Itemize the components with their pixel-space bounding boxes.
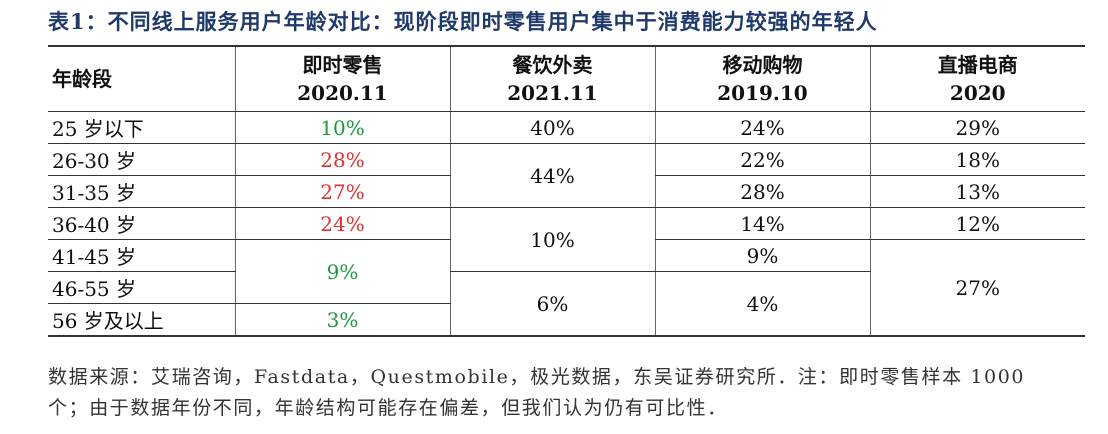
table-title: 表1：不同线上服务用户年龄对比：现阶段即时零售用户集中于消费能力较强的年轻人 bbox=[48, 9, 878, 34]
table-row: 36-40 岁 24% 10% 14% 12% bbox=[48, 207, 1085, 272]
age-group: 26-30 岁 bbox=[48, 143, 235, 176]
value-cell: 10% bbox=[234, 111, 450, 144]
value-cell: 9% bbox=[234, 239, 450, 304]
age-group: 36-40 岁 bbox=[48, 207, 235, 240]
table-row: 46-55 岁 6% 4% bbox=[48, 271, 1085, 337]
header-name: 年龄段 bbox=[52, 67, 112, 91]
header-name: 即时零售 bbox=[302, 53, 383, 77]
value-cell: 27% bbox=[234, 175, 450, 208]
header-name: 直播电商 bbox=[937, 53, 1018, 77]
age-group: 41-45 岁 bbox=[48, 239, 235, 272]
value-cell: 9% bbox=[654, 239, 870, 272]
column-header: 直播电商 2020 bbox=[869, 45, 1085, 112]
header-name: 餐饮外卖 bbox=[512, 53, 593, 77]
value-cell: 44% bbox=[449, 143, 655, 208]
table-row: 25 岁以下 10% 40% 24% 29% bbox=[48, 111, 1085, 144]
value-cell: 27% bbox=[869, 239, 1085, 337]
value-cell: 22% bbox=[654, 143, 870, 176]
table-row: 31-35 岁 27% 28% 13% bbox=[48, 175, 1085, 208]
column-header: 移动购物 2019.10 bbox=[654, 45, 870, 112]
header-date: 2019.10 bbox=[717, 81, 808, 105]
value-cell: 24% bbox=[654, 111, 870, 144]
value-cell: 40% bbox=[449, 111, 655, 144]
footnote: 数据来源：艾瑞咨询，Fastdata，Questmobile，极光数据，东吴证券… bbox=[48, 366, 1026, 419]
value-cell: 28% bbox=[654, 175, 870, 208]
table-body: 25 岁以下 10% 40% 24% 29% 26-30 岁 28% 44% 22% 18% 31-… bbox=[48, 111, 1085, 337]
column-header: 即时零售 2020.11 bbox=[234, 45, 450, 112]
header-date: 2021.11 bbox=[507, 81, 598, 105]
header-name: 移动购物 bbox=[722, 53, 803, 77]
table-row: 56 岁及以上 3% bbox=[48, 303, 1085, 337]
value-cell: 10% bbox=[449, 207, 655, 272]
header-row: 年龄段 即时零售 2020.11 餐饮外卖 2021.11 移动购物 2019.10 直播电商… bbox=[48, 45, 1085, 112]
column-header: 餐饮外卖 2021.11 bbox=[449, 45, 655, 112]
age-group: 25 岁以下 bbox=[48, 111, 235, 144]
value-cell: 29% bbox=[869, 111, 1085, 144]
header-date: 2020 bbox=[949, 81, 1006, 105]
data-table: 年龄段 即时零售 2020.11 餐饮外卖 2021.11 移动购物 2019.10 直播电商… bbox=[48, 45, 1085, 337]
age-group: 56 岁及以上 bbox=[48, 303, 235, 337]
value-cell: 24% bbox=[234, 207, 450, 240]
age-group: 46-55 岁 bbox=[48, 271, 235, 304]
value-cell: 18% bbox=[869, 143, 1085, 176]
column-header: 年龄段 bbox=[48, 45, 235, 112]
header-date: 2020.11 bbox=[297, 81, 388, 105]
table-row: 26-30 岁 28% 44% 22% 18% bbox=[48, 143, 1085, 208]
age-group: 31-35 岁 bbox=[48, 175, 235, 208]
table-row: 41-45 岁 9% 9% 27% bbox=[48, 239, 1085, 337]
value-cell: 4% bbox=[654, 271, 870, 337]
value-cell: 6% bbox=[449, 271, 655, 337]
value-cell: 28% bbox=[234, 143, 450, 176]
value-cell: 13% bbox=[869, 175, 1085, 208]
value-cell: 14% bbox=[654, 207, 870, 240]
value-cell: 12% bbox=[869, 207, 1085, 240]
value-cell: 3% bbox=[234, 303, 450, 337]
